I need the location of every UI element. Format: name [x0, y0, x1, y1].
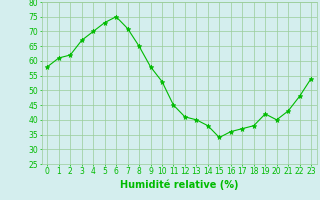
X-axis label: Humidité relative (%): Humidité relative (%)	[120, 179, 238, 190]
